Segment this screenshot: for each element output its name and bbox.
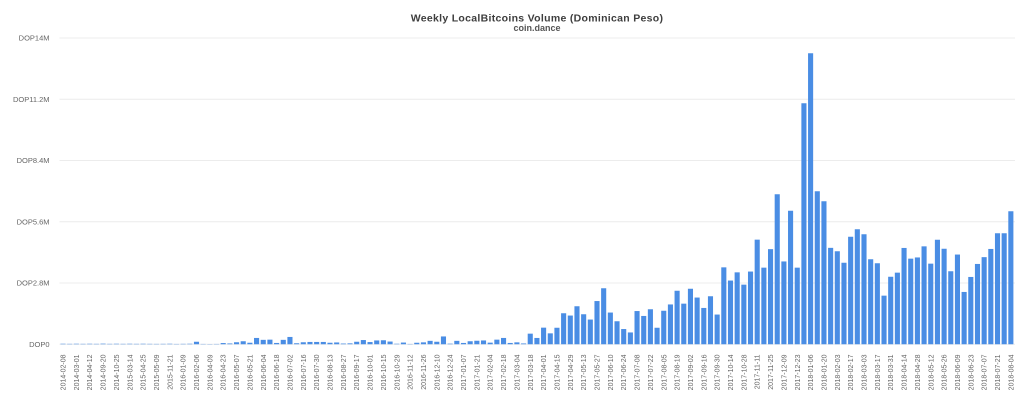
svg-text:2018-03-31: 2018-03-31: [888, 354, 895, 390]
svg-text:2017-08-05: 2017-08-05: [661, 354, 668, 390]
svg-text:2016-04-09: 2016-04-09: [207, 354, 214, 390]
svg-text:2017-06-24: 2017-06-24: [621, 354, 628, 390]
svg-text:2016-08-27: 2016-08-27: [341, 354, 348, 390]
svg-text:DOP14M: DOP14M: [19, 34, 50, 43]
svg-text:2017-11-25: 2017-11-25: [768, 354, 775, 389]
svg-text:coin.dance: coin.dance: [513, 23, 560, 33]
svg-text:2015-11-21: 2015-11-21: [167, 354, 174, 389]
svg-text:2018-01-20: 2018-01-20: [821, 354, 828, 390]
svg-text:2018-05-12: 2018-05-12: [928, 354, 935, 390]
svg-text:2016-04-23: 2016-04-23: [221, 354, 228, 390]
svg-text:2016-11-26: 2016-11-26: [421, 354, 428, 389]
svg-text:2014-02-08: 2014-02-08: [61, 354, 68, 390]
svg-text:2018-06-23: 2018-06-23: [968, 354, 975, 390]
svg-text:2017-07-08: 2017-07-08: [635, 354, 642, 390]
svg-text:2016-10-01: 2016-10-01: [368, 354, 375, 390]
svg-text:2017-04-01: 2017-04-01: [541, 354, 548, 390]
svg-text:2017-12-23: 2017-12-23: [795, 354, 802, 390]
svg-text:2014-03-01: 2014-03-01: [74, 354, 81, 390]
svg-text:2017-02-18: 2017-02-18: [501, 354, 508, 390]
svg-text:2018-05-26: 2018-05-26: [942, 354, 949, 390]
svg-text:2016-07-30: 2016-07-30: [314, 354, 321, 390]
svg-text:2016-05-21: 2016-05-21: [247, 354, 254, 390]
svg-text:2016-07-16: 2016-07-16: [301, 354, 308, 390]
svg-text:2017-09-02: 2017-09-02: [688, 354, 695, 390]
svg-text:2017-05-27: 2017-05-27: [595, 354, 602, 390]
svg-text:2018-03-17: 2018-03-17: [875, 354, 882, 390]
svg-text:2017-09-16: 2017-09-16: [701, 354, 708, 390]
svg-text:2018-08-04: 2018-08-04: [1008, 354, 1015, 390]
svg-text:2016-06-04: 2016-06-04: [261, 354, 268, 390]
svg-text:2017-07-22: 2017-07-22: [648, 354, 655, 390]
svg-text:2018-07-07: 2018-07-07: [982, 354, 989, 390]
svg-text:2015-04-25: 2015-04-25: [141, 354, 148, 390]
svg-text:2017-02-04: 2017-02-04: [488, 354, 495, 390]
svg-text:2016-07-02: 2016-07-02: [287, 354, 294, 390]
svg-text:2018-01-06: 2018-01-06: [808, 354, 815, 390]
svg-text:2018-02-17: 2018-02-17: [848, 354, 855, 390]
svg-text:DOP0: DOP0: [29, 340, 49, 349]
svg-text:2016-10-15: 2016-10-15: [381, 354, 388, 390]
svg-text:2017-09-30: 2017-09-30: [715, 354, 722, 390]
svg-text:2018-06-09: 2018-06-09: [955, 354, 962, 390]
svg-text:2016-10-29: 2016-10-29: [394, 354, 401, 390]
svg-text:2014-09-20: 2014-09-20: [101, 354, 108, 390]
svg-text:2016-12-10: 2016-12-10: [434, 354, 441, 390]
svg-text:2017-10-28: 2017-10-28: [741, 354, 748, 390]
svg-text:2017-11-11: 2017-11-11: [755, 354, 762, 389]
svg-text:2017-04-15: 2017-04-15: [554, 354, 561, 390]
svg-text:2017-12-09: 2017-12-09: [781, 354, 788, 390]
svg-text:2017-03-04: 2017-03-04: [514, 354, 521, 390]
svg-text:2017-04-29: 2017-04-29: [568, 354, 575, 390]
svg-text:2017-10-14: 2017-10-14: [728, 354, 735, 390]
svg-text:2017-01-21: 2017-01-21: [474, 354, 481, 390]
svg-text:DOP11.2M: DOP11.2M: [13, 95, 50, 104]
svg-text:DOP5.6M: DOP5.6M: [17, 217, 50, 226]
svg-text:2014-04-12: 2014-04-12: [87, 354, 94, 390]
svg-text:2016-12-24: 2016-12-24: [448, 354, 455, 390]
svg-text:2018-07-21: 2018-07-21: [995, 354, 1002, 390]
svg-text:2018-02-03: 2018-02-03: [835, 354, 842, 390]
svg-text:2015-03-14: 2015-03-14: [127, 354, 134, 390]
svg-text:2016-11-12: 2016-11-12: [408, 354, 415, 389]
svg-text:2018-03-03: 2018-03-03: [862, 354, 869, 390]
svg-text:2018-04-28: 2018-04-28: [915, 354, 922, 390]
svg-text:DOP8.4M: DOP8.4M: [17, 156, 50, 165]
svg-text:2017-08-19: 2017-08-19: [675, 354, 682, 390]
svg-text:2017-05-13: 2017-05-13: [581, 354, 588, 390]
svg-text:2016-08-13: 2016-08-13: [328, 354, 335, 390]
svg-text:2017-06-10: 2017-06-10: [608, 354, 615, 390]
svg-text:2016-02-06: 2016-02-06: [194, 354, 201, 390]
svg-text:2016-01-09: 2016-01-09: [181, 354, 188, 390]
svg-text:2014-10-25: 2014-10-25: [114, 354, 121, 390]
svg-text:2016-09-17: 2016-09-17: [354, 354, 361, 390]
svg-text:2015-05-09: 2015-05-09: [154, 354, 161, 390]
svg-text:2017-03-18: 2017-03-18: [528, 354, 535, 390]
svg-text:DOP2.8M: DOP2.8M: [17, 279, 50, 288]
svg-text:2018-04-14: 2018-04-14: [902, 354, 909, 390]
svg-text:2016-06-18: 2016-06-18: [274, 354, 281, 390]
svg-text:2017-01-07: 2017-01-07: [461, 354, 468, 390]
svg-text:2016-05-07: 2016-05-07: [234, 354, 241, 390]
